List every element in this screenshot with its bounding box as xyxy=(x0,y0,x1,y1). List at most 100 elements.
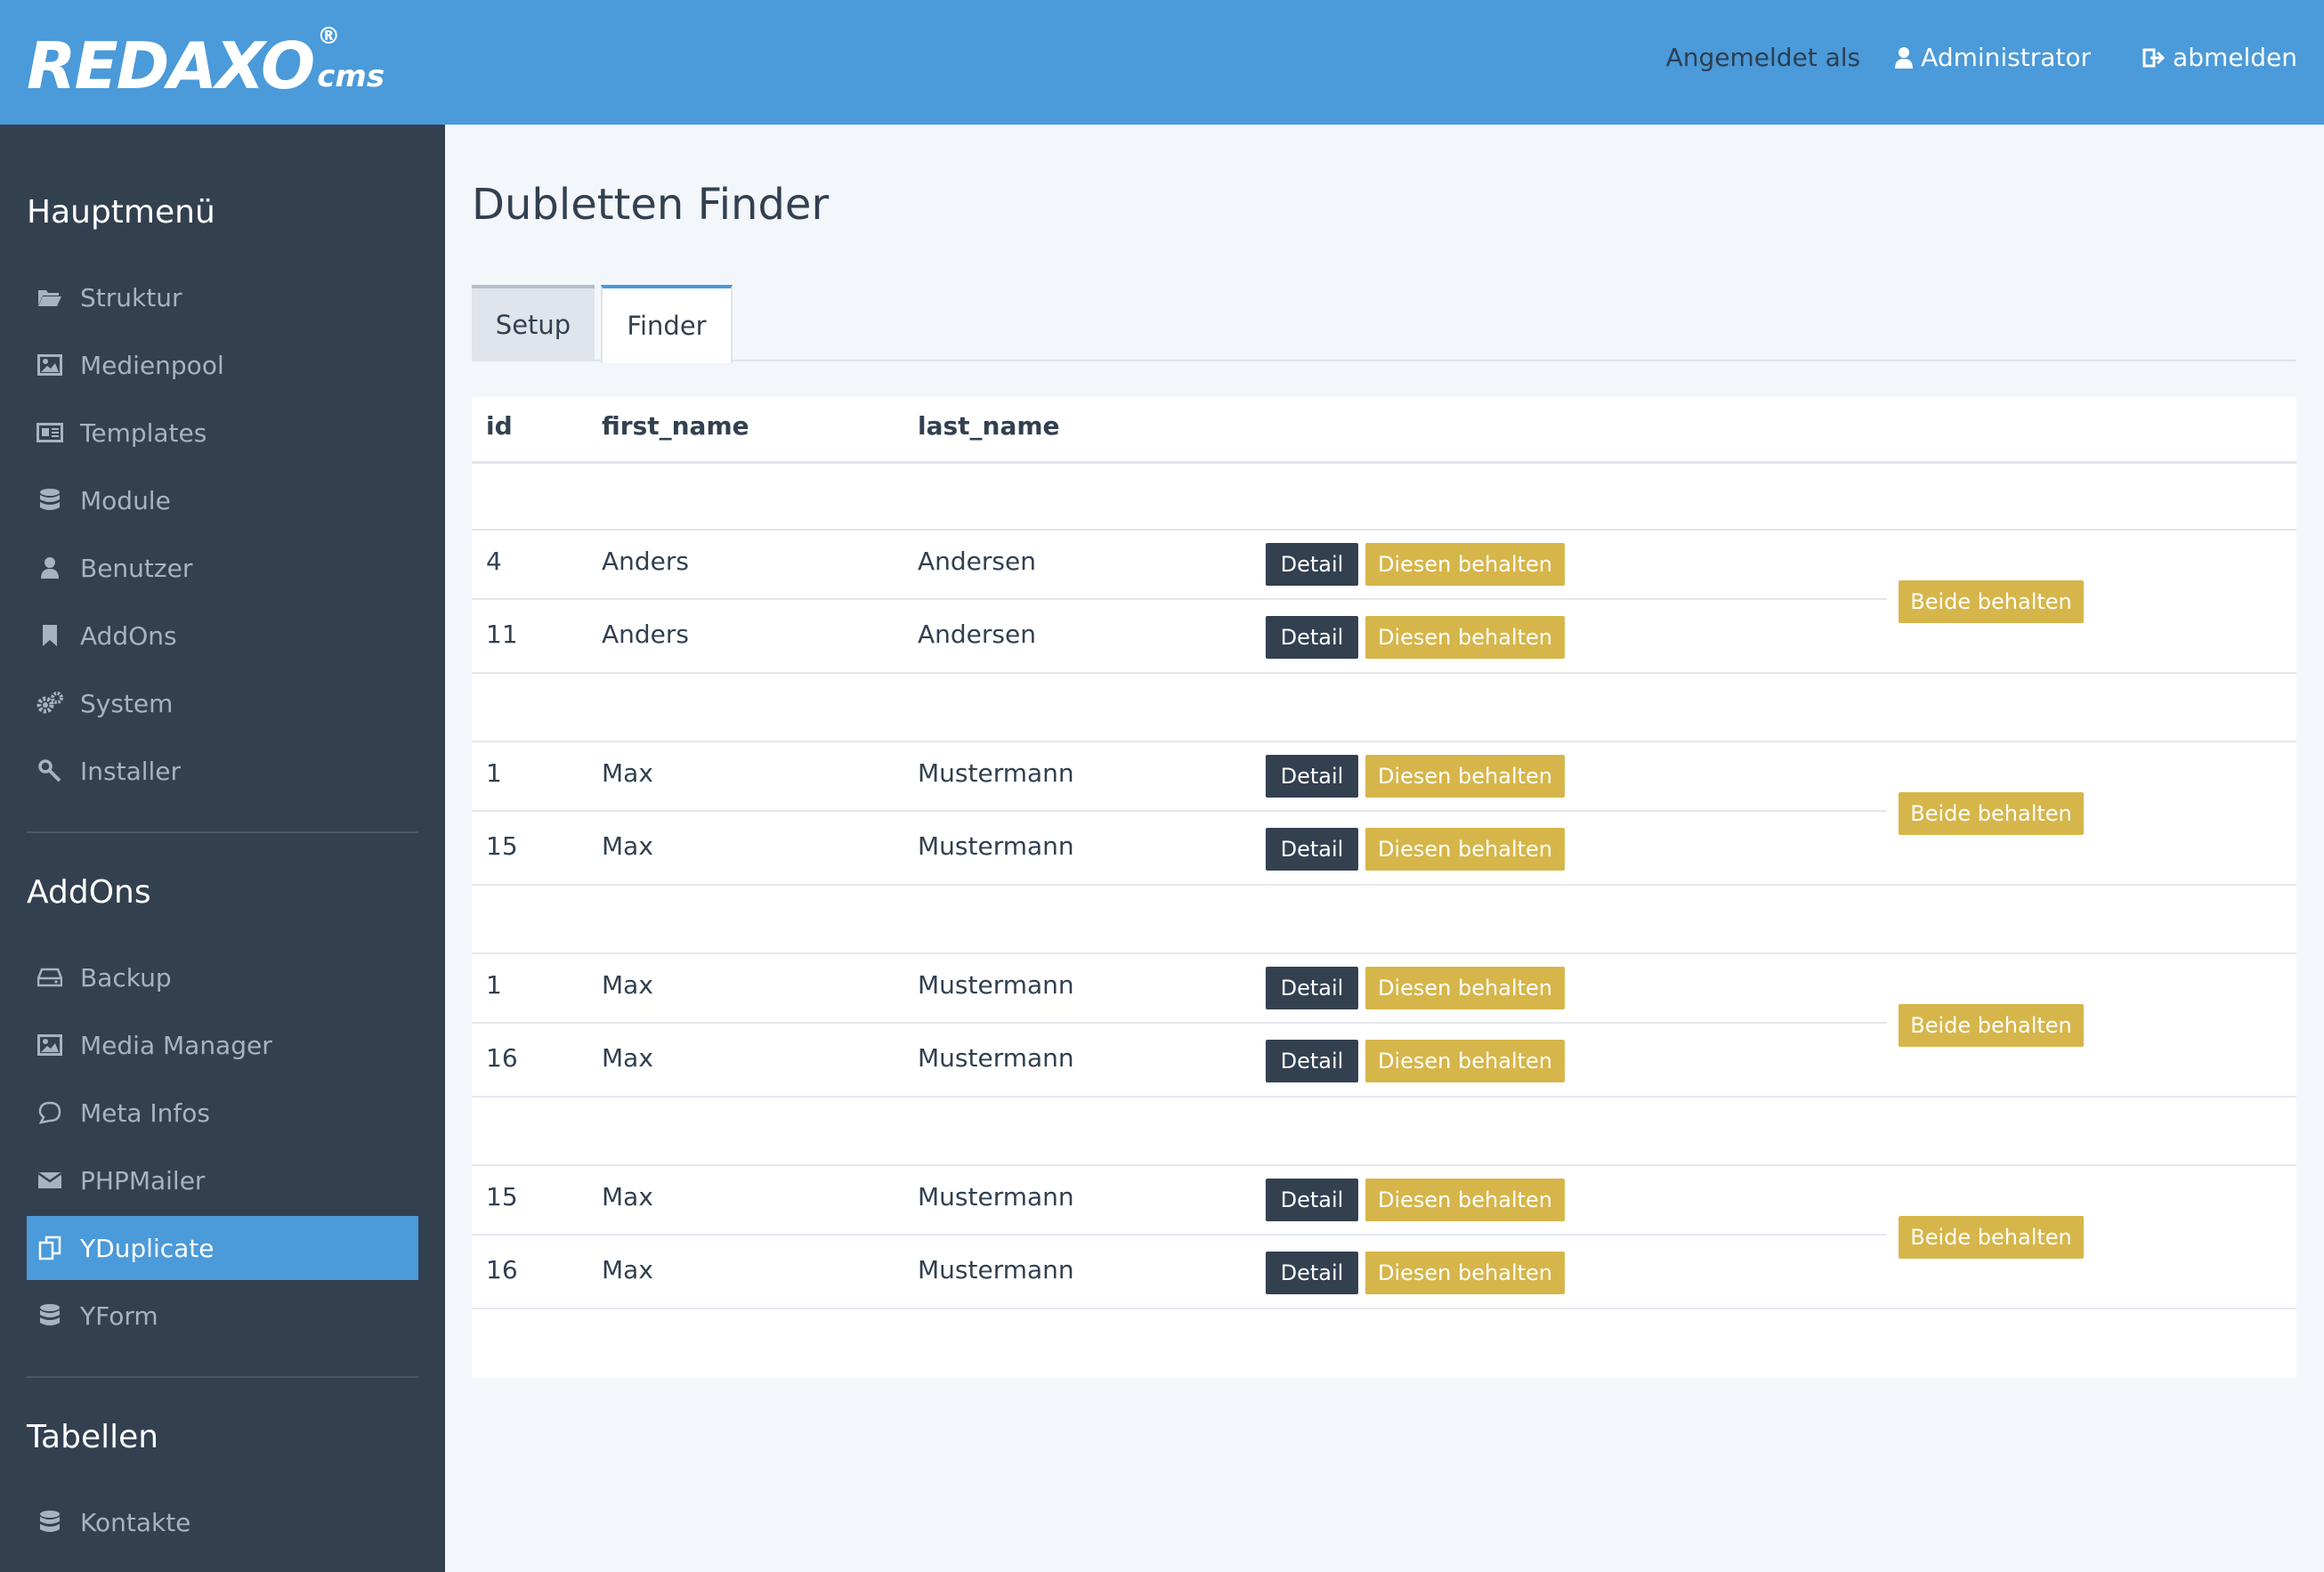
cell-first-name: Max xyxy=(602,1182,653,1211)
image-icon xyxy=(36,1031,64,1059)
sidebar-item-yform[interactable]: YForm xyxy=(27,1284,418,1348)
keep-both-button[interactable]: Beide behalten xyxy=(1899,1216,2084,1259)
comment-icon xyxy=(36,1098,64,1127)
detail-button[interactable]: Detail xyxy=(1266,755,1358,798)
sidebar-item-label: Kontakte xyxy=(80,1507,191,1537)
detail-button[interactable]: Detail xyxy=(1266,616,1358,659)
tab-setup[interactable]: Setup xyxy=(472,285,595,361)
keep-this-button[interactable]: Diesen behalten xyxy=(1365,1179,1565,1221)
keep-both-button[interactable]: Beide behalten xyxy=(1899,580,2084,623)
sidebar-item-kontakte[interactable]: Kontakte xyxy=(27,1490,418,1554)
bookmark-icon xyxy=(36,621,64,650)
sign-out-icon xyxy=(2142,48,2166,67)
cell-last-name: Mustermann xyxy=(918,1043,1074,1073)
row-divider xyxy=(472,741,2296,742)
logout-label: abmelden xyxy=(2173,43,2297,72)
logout-link[interactable]: abmelden xyxy=(2142,43,2297,72)
row-divider xyxy=(472,529,2296,531)
page-title: Dubletten Finder xyxy=(472,180,830,230)
column-header-first-name: first_name xyxy=(602,411,749,441)
redaxo-logo[interactable]: REDAXO ® cms xyxy=(27,23,385,103)
gears-icon xyxy=(36,689,64,717)
keep-this-button[interactable]: Diesen behalten xyxy=(1365,967,1565,1009)
cell-last-name: Mustermann xyxy=(918,831,1074,861)
sidebar-item-phpmailer[interactable]: PHPMailer xyxy=(27,1148,418,1212)
cell-id: 1 xyxy=(486,970,502,1000)
cell-first-name: Max xyxy=(602,758,653,788)
sidebar-item-label: Backup xyxy=(80,962,172,993)
envelope-icon xyxy=(36,1166,64,1195)
logo-text: REDAXO xyxy=(27,28,315,103)
wrench-icon xyxy=(36,757,64,785)
column-header-last-name: last_name xyxy=(918,411,1060,441)
column-header-id: id xyxy=(486,411,513,441)
sidebar-divider xyxy=(27,1376,418,1378)
sidebar-item-label: Benutzer xyxy=(80,553,193,583)
sidebar-item-label: System xyxy=(80,688,174,718)
cell-first-name: Max xyxy=(602,831,653,861)
cell-id: 16 xyxy=(486,1043,518,1073)
sidebar-item-backup[interactable]: Backup xyxy=(27,945,418,1009)
sidebar-item-label: Media Manager xyxy=(80,1030,272,1060)
sidebar-item-benutzer[interactable]: Benutzer xyxy=(27,536,418,600)
detail-button[interactable]: Detail xyxy=(1266,1179,1358,1221)
row-divider xyxy=(472,1022,1887,1024)
newspaper-icon xyxy=(36,418,64,447)
row-divider xyxy=(472,672,2296,674)
keep-this-button[interactable]: Diesen behalten xyxy=(1365,1252,1565,1294)
sidebar-heading-tables: Tabellen xyxy=(27,1419,159,1455)
sidebar-item-templates[interactable]: Templates xyxy=(27,401,418,465)
sidebar-item-label: YForm xyxy=(80,1301,158,1331)
cell-id: 16 xyxy=(486,1255,518,1284)
detail-button[interactable]: Detail xyxy=(1266,543,1358,586)
detail-button[interactable]: Detail xyxy=(1266,828,1358,871)
database-icon xyxy=(36,1301,64,1330)
row-divider xyxy=(472,1308,2296,1309)
copy-icon xyxy=(36,1234,64,1262)
sidebar-heading-addons: AddOns xyxy=(27,874,151,911)
logo-cms: cms xyxy=(317,59,385,94)
user-icon xyxy=(36,554,64,582)
sidebar-heading-main: Hauptmenü xyxy=(27,194,215,231)
sidebar-item-label: Installer xyxy=(80,756,182,786)
sidebar-item-label: Templates xyxy=(80,417,207,448)
user-icon xyxy=(1895,46,1914,69)
sidebar-item-meta-infos[interactable]: Meta Infos xyxy=(27,1081,418,1145)
sidebar-item-medienpool[interactable]: Medienpool xyxy=(27,333,418,397)
keep-this-button[interactable]: Diesen behalten xyxy=(1365,1040,1565,1082)
tab-finder[interactable]: Finder xyxy=(601,285,733,363)
cell-id: 15 xyxy=(486,1182,518,1211)
cell-id: 11 xyxy=(486,620,518,649)
sidebar-item-module[interactable]: Module xyxy=(27,468,418,532)
sidebar-item-label: AddOns xyxy=(80,620,177,651)
cell-last-name: Andersen xyxy=(918,547,1036,576)
sidebar-item-system[interactable]: System xyxy=(27,671,418,735)
sidebar-item-label: YDuplicate xyxy=(80,1233,215,1263)
keep-this-button[interactable]: Diesen behalten xyxy=(1365,828,1565,871)
sidebar-item-installer[interactable]: Installer xyxy=(27,739,418,803)
logo-registered-mark: ® xyxy=(317,23,341,50)
keep-this-button[interactable]: Diesen behalten xyxy=(1365,755,1565,798)
image-icon xyxy=(36,351,64,379)
detail-button[interactable]: Detail xyxy=(1266,1252,1358,1294)
sidebar-item-yduplicate[interactable]: YDuplicate xyxy=(27,1216,418,1280)
keep-this-button[interactable]: Diesen behalten xyxy=(1365,616,1565,659)
keep-both-button[interactable]: Beide behalten xyxy=(1899,1004,2084,1047)
detail-button[interactable]: Detail xyxy=(1266,1040,1358,1082)
cell-id: 4 xyxy=(486,547,502,576)
cell-last-name: Andersen xyxy=(918,620,1036,649)
sidebar-item-addons[interactable]: AddOns xyxy=(27,604,418,668)
cell-first-name: Anders xyxy=(602,547,689,576)
sidebar-item-struktur[interactable]: Struktur xyxy=(27,265,418,329)
user-area: Angemeldet als Administrator abmelden xyxy=(1666,43,2297,72)
cell-first-name: Anders xyxy=(602,620,689,649)
keep-this-button[interactable]: Diesen behalten xyxy=(1365,543,1565,586)
row-divider xyxy=(472,598,1887,600)
keep-both-button[interactable]: Beide behalten xyxy=(1899,792,2084,835)
detail-button[interactable]: Detail xyxy=(1266,967,1358,1009)
logged-in-label: Angemeldet als xyxy=(1665,43,1861,72)
row-divider xyxy=(472,810,1887,812)
sidebar-item-media-manager[interactable]: Media Manager xyxy=(27,1013,418,1077)
row-divider xyxy=(472,1234,1887,1236)
user-link[interactable]: Administrator xyxy=(1894,43,2091,72)
